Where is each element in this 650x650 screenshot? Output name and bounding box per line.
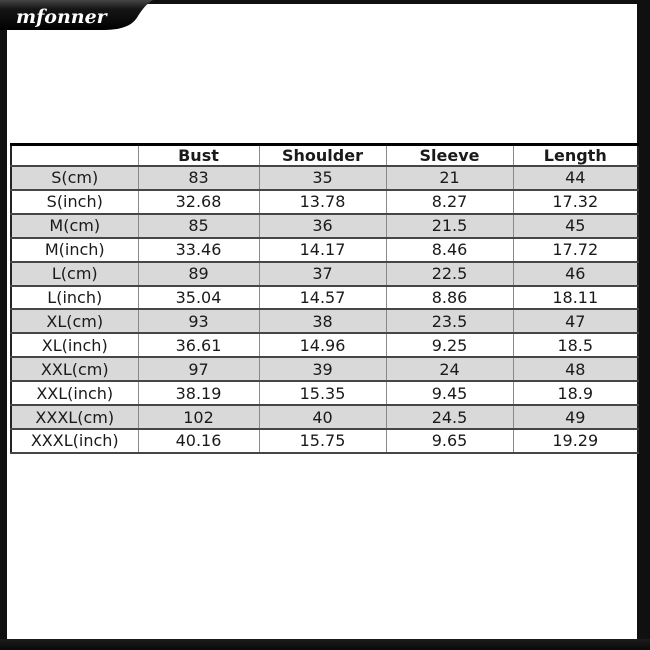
value-cell: 8.27 [385,188,514,215]
table-row: M(inch) 33.46 14.17 8.46 17.72 [10,236,639,263]
value-cell: 18.5 [512,332,639,359]
size-table: Bust Shoulder Sleeve Length S(cm) 83 35 21 44 S(… [10,143,639,455]
table-row: L(cm) 89 37 22.5 46 [10,260,639,287]
value-cell: 13.78 [258,188,387,215]
size-table-header: Bust Shoulder Sleeve Length [10,143,639,167]
row-label-cell: XXXL(inch) [10,427,139,455]
value-cell: 33.46 [137,236,260,263]
table-row: XXL(inch) 38.19 15.35 9.45 18.9 [10,380,639,407]
value-cell: 14.17 [258,236,387,263]
value-cell: 17.72 [512,236,639,263]
brand-banner-shape: mfonner [0,0,153,30]
value-cell: 97 [137,356,260,383]
value-cell: 89 [137,260,260,287]
header-cell: Length [512,143,639,167]
value-cell: 40 [258,404,387,430]
value-cell: 40.16 [137,427,260,455]
table-row: S(inch) 32.68 13.78 8.27 17.32 [10,188,639,215]
value-cell: 37 [258,260,387,287]
row-label-cell: XXXL(cm) [10,404,139,430]
value-cell: 35 [258,165,387,191]
value-cell: 49 [512,404,639,430]
value-cell: 14.57 [258,284,387,311]
table-row: XL(cm) 93 38 23.5 47 [10,308,639,335]
value-cell: 17.32 [512,188,639,215]
value-cell: 15.75 [258,427,387,455]
table-row: L(inch) 35.04 14.57 8.86 18.11 [10,284,639,311]
value-cell: 8.46 [385,236,514,263]
value-cell: 21.5 [385,212,514,239]
header-cell-empty [10,143,139,167]
value-cell: 22.5 [385,260,514,287]
table-row: XL(inch) 36.61 14.96 9.25 18.5 [10,332,639,359]
value-cell: 8.86 [385,284,514,311]
value-cell: 102 [137,404,260,430]
table-row: S(cm) 83 35 21 44 [10,165,639,191]
row-label-cell: L(inch) [10,284,139,311]
header-row: Bust Shoulder Sleeve Length [10,143,639,167]
table-row: XXL(cm) 97 39 24 48 [10,356,639,383]
value-cell: 47 [512,308,639,335]
value-cell: 15.35 [258,380,387,407]
value-cell: 14.96 [258,332,387,359]
value-cell: 18.11 [512,284,639,311]
value-cell: 45 [512,212,639,239]
value-cell: 19.29 [512,427,639,455]
value-cell: 9.65 [385,427,514,455]
value-cell: 39 [258,356,387,383]
row-label-cell: S(cm) [10,165,139,191]
header-cell: Bust [137,143,260,167]
value-cell: 21 [385,165,514,191]
brand-logo-banner: mfonner [0,0,165,36]
header-cell: Shoulder [258,143,387,167]
left-border-band [0,0,7,650]
top-border-band [0,0,650,4]
row-label-cell: XL(inch) [10,332,139,359]
value-cell: 83 [137,165,260,191]
value-cell: 93 [137,308,260,335]
value-cell: 24.5 [385,404,514,430]
value-cell: 24 [385,356,514,383]
row-label-cell: M(inch) [10,236,139,263]
value-cell: 38 [258,308,387,335]
value-cell: 38.19 [137,380,260,407]
row-label-cell: XL(cm) [10,308,139,335]
value-cell: 85 [137,212,260,239]
row-label-cell: L(cm) [10,260,139,287]
table-row: M(cm) 85 36 21.5 45 [10,212,639,239]
value-cell: 18.9 [512,380,639,407]
row-label-cell: XXL(inch) [10,380,139,407]
row-label-cell: S(inch) [10,188,139,215]
value-cell: 48 [512,356,639,383]
value-cell: 9.25 [385,332,514,359]
brand-logo-text: mfonner [16,6,109,28]
value-cell: 32.68 [137,188,260,215]
row-label-cell: XXL(cm) [10,356,139,383]
bottom-border-band [0,639,650,650]
right-border-band [637,0,650,650]
header-cell: Sleeve [385,143,514,167]
row-label-cell: M(cm) [10,212,139,239]
value-cell: 46 [512,260,639,287]
size-table-body: S(cm) 83 35 21 44 S(inch) 32.68 13.78 8.27 17.32 M… [10,165,639,455]
value-cell: 36 [258,212,387,239]
value-cell: 35.04 [137,284,260,311]
value-cell: 23.5 [385,308,514,335]
value-cell: 9.45 [385,380,514,407]
value-cell: 44 [512,165,639,191]
value-cell: 36.61 [137,332,260,359]
table-row: XXXL(inch) 40.16 15.75 9.65 19.29 [10,427,639,455]
table-row: XXXL(cm) 102 40 24.5 49 [10,404,639,430]
